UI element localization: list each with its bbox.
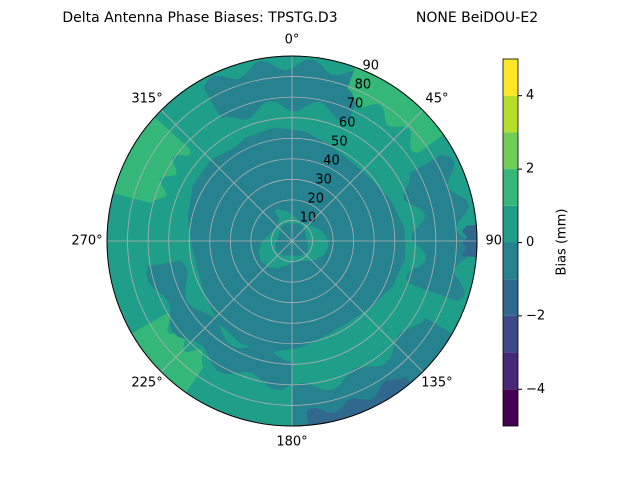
colorbar-band bbox=[503, 352, 518, 390]
theta-tick-label: 315° bbox=[131, 91, 162, 106]
grid-spoke bbox=[160, 240, 293, 373]
chart-title: Delta Antenna Phase Biases: TPSTG.D3 bbox=[62, 10, 337, 26]
colorbar-tick-label: 2 bbox=[526, 162, 534, 177]
grid-spoke bbox=[291, 240, 424, 373]
theta-tick-label: 270° bbox=[71, 234, 102, 249]
r-tick-label: 70 bbox=[347, 97, 364, 112]
grid-spoke bbox=[160, 109, 293, 242]
r-tick-label: 40 bbox=[323, 154, 340, 169]
theta-tick-label: 135° bbox=[421, 376, 452, 391]
contour-region bbox=[462, 223, 477, 259]
colorbar-band bbox=[503, 59, 518, 96]
theta-tick-label: 225° bbox=[131, 376, 162, 391]
chart-subtitle: NONE BeiDOU-E2 bbox=[416, 10, 538, 26]
colorbar-band bbox=[503, 169, 518, 206]
colorbar-tick-label: −2 bbox=[526, 308, 545, 323]
r-tick-label: 30 bbox=[315, 173, 332, 188]
colorbar-label: Bias (mm) bbox=[555, 209, 570, 276]
colorbar-band bbox=[503, 132, 518, 170]
theta-tick-label: 0° bbox=[285, 33, 300, 48]
contour-region bbox=[203, 59, 368, 122]
colorbar-band bbox=[503, 95, 518, 133]
r-tick-label: 90 bbox=[363, 59, 380, 74]
r-tick-label: 50 bbox=[331, 135, 348, 150]
r-tick-label: 10 bbox=[300, 211, 317, 226]
colorbar-band bbox=[503, 205, 518, 243]
colorbar-band bbox=[503, 315, 518, 353]
colorbar-band bbox=[503, 389, 518, 426]
colorbar-tick-label: 4 bbox=[526, 88, 534, 103]
contour-region bbox=[146, 260, 292, 390]
theta-tick-label: 180° bbox=[276, 435, 307, 450]
theta-tick-label: 45° bbox=[425, 91, 448, 106]
colorbar-band bbox=[503, 242, 518, 280]
polar-frame bbox=[106, 55, 478, 427]
r-tick-label: 20 bbox=[307, 192, 324, 207]
colorbar-band bbox=[503, 279, 518, 316]
colorbar-tick-label: −4 bbox=[526, 382, 545, 397]
colorbar-tick-label: 0 bbox=[526, 235, 534, 250]
r-tick-label: 60 bbox=[339, 116, 356, 131]
contour-region bbox=[275, 223, 308, 256]
grid-spoke bbox=[291, 109, 424, 242]
r-tick-label: 80 bbox=[355, 78, 372, 93]
